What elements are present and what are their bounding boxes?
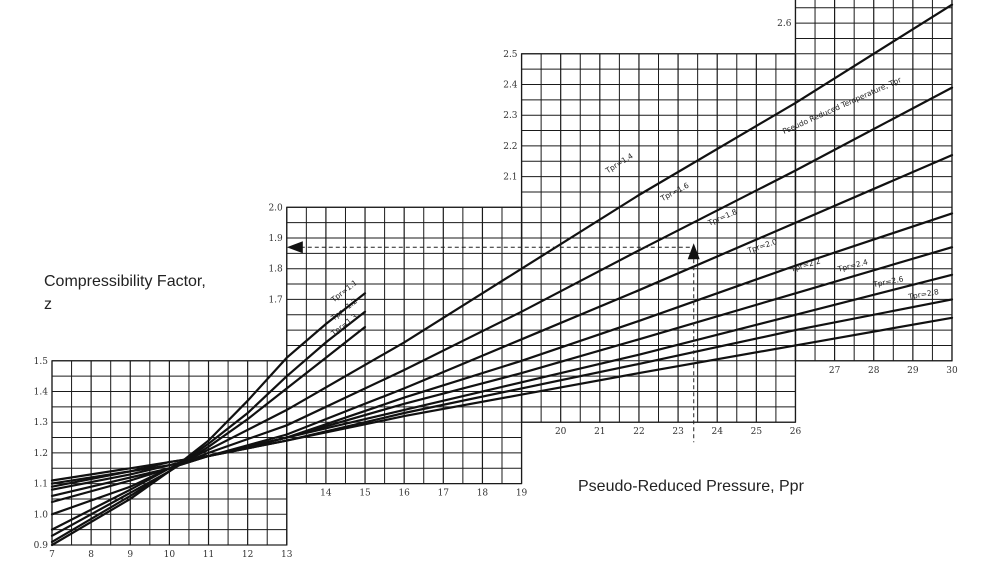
panel-frame	[794, 0, 953, 362]
curve-tpr14	[50, 3, 954, 531]
x-tick-label: 15	[359, 489, 371, 499]
x-tick-label: 17	[438, 489, 450, 499]
x-tick-label: 10	[164, 550, 176, 560]
curve-label: Tpr=2.0	[745, 237, 778, 256]
y-tick-label: 2.3	[503, 111, 518, 121]
y-tick-label: 1.9	[268, 234, 283, 244]
curve-label: Tpr=2.4	[836, 257, 869, 274]
x-tick-label: 11	[203, 550, 214, 560]
curve-label: Tpr=2.2	[789, 256, 822, 274]
chart-curves	[50, 3, 954, 547]
y-tick-label: 2.4	[503, 81, 518, 91]
x-tick-label: 24	[711, 427, 723, 437]
curve-tpr16	[50, 86, 954, 516]
y-tick-label: 2.0	[268, 203, 283, 213]
x-tick-label: 9	[127, 550, 133, 560]
up-arrow-icon	[687, 243, 700, 260]
curve-tpr11	[50, 292, 367, 547]
y-tick-label: 2.1	[503, 173, 517, 183]
curve-tpr13	[50, 325, 367, 537]
x-tick-label: 12	[242, 550, 253, 560]
x-tick-label: 28	[868, 366, 880, 376]
x-tick-label: 26	[790, 427, 802, 437]
x-axis-title: Pseudo-Reduced Pressure, Ppr	[578, 478, 805, 495]
curve-family-label: Pseudo Reduced Temperature, Tpr	[781, 75, 903, 136]
y-axis-title-line1: Compressibility Factor,	[44, 273, 206, 290]
y-tick-label: 2.6	[777, 19, 792, 29]
y-tick-label: 2.5	[503, 50, 518, 60]
x-tick-label: 21	[594, 427, 605, 437]
y-tick-label: 1.8	[268, 265, 283, 275]
x-tick-label: 18	[477, 489, 489, 499]
x-tick-label: 14	[320, 489, 332, 499]
x-tick-label: 19	[516, 489, 528, 499]
curve-label: Tpr=2.6	[871, 274, 904, 289]
y-tick-label: 2.2	[503, 142, 517, 152]
y-axis-title-line2: z	[44, 296, 52, 313]
x-tick-label: 13	[281, 550, 293, 560]
x-tick-label: 16	[398, 489, 410, 499]
x-tick-label: 8	[88, 550, 94, 560]
tick-labels: 7 8 9 10 11 12 13 0.9 1.0 1.1 1.2 1.3 1.4 1.5 14 15 16 17…	[34, 19, 958, 560]
x-tick-label: 27	[829, 366, 841, 376]
x-tick-label: 25	[751, 427, 763, 437]
example-reading-guides	[286, 241, 700, 443]
curve-tpr22	[50, 246, 954, 491]
y-tick-label: 1.4	[34, 388, 49, 398]
curve-tpr24	[50, 273, 954, 488]
curve-tpr26	[50, 298, 954, 485]
panel-grid-3	[520, 53, 797, 423]
x-tick-label: 7	[49, 550, 55, 560]
curve-labels: Tpr=1.1Tpr=1.2Tpr=1.3Tpr=1.4Tpr=1.6Tpr=1…	[329, 151, 940, 338]
y-tick-label: 1.7	[268, 295, 283, 305]
x-tick-label: 20	[555, 427, 567, 437]
x-tick-label: 23	[672, 427, 684, 437]
y-tick-label: 1.0	[34, 510, 49, 520]
curve-tpr12	[50, 310, 367, 544]
curve-tpr20	[50, 212, 954, 497]
y-tick-label: 1.5	[34, 357, 49, 367]
y-tick-label: 1.3	[34, 418, 49, 428]
y-tick-label: 0.9	[34, 541, 49, 551]
curve-label: Tpr=1.8	[706, 207, 739, 228]
y-tick-label: 1.2	[34, 449, 48, 459]
panel-grid-2	[286, 206, 523, 485]
x-tick-label: 29	[907, 366, 919, 376]
curve-tpr28	[50, 316, 954, 482]
curve-tpr18	[50, 154, 954, 504]
x-tick-label: 30	[946, 366, 958, 376]
x-tick-label: 22	[633, 427, 644, 437]
y-tick-label: 1.1	[34, 480, 48, 490]
left-arrow-icon	[286, 241, 303, 254]
